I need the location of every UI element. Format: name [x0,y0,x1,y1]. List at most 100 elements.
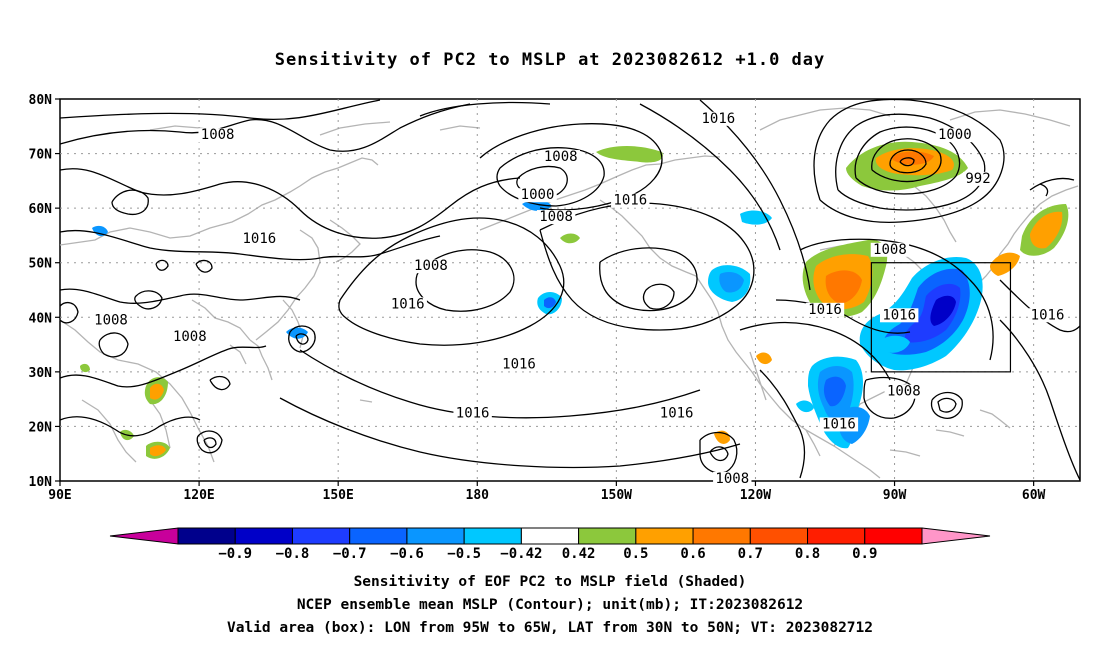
contour-label-bg [879,308,919,323]
shade-negative-us-west-inner [719,272,744,293]
caption-shaded: Sensitivity of EOF PC2 to MSLP field (Sh… [353,574,747,590]
colorbar-min-extension [109,527,179,545]
contour-label-bg [91,313,131,328]
contour-label: 1016 [702,111,736,127]
shade-positive-indochina-inner [150,445,166,457]
lon-tick-label: 150E [323,488,354,503]
colorbar-swatch [635,527,694,545]
lat-tick-label: 30N [29,366,53,381]
shade-negative-gulf-core [823,376,846,407]
lon-tick-label: 180 [466,488,490,503]
lat-tick-label: 50N [29,257,53,272]
shade-positive-baja [756,352,772,365]
contour-label-bg [453,406,492,421]
contour-label: 1008 [544,149,578,165]
shade-negative-mexico [796,400,814,413]
contour-label-bg [884,384,924,399]
caption-contour: NCEP ensemble mean MSLP (Contour); unit(… [296,597,804,613]
contour-label-bg [713,472,752,486]
contour-label-bg [536,210,576,225]
shade-negative-us-east-core [930,295,956,326]
lon-tick-label: 120W [740,488,771,503]
colorbar-swatch [520,527,580,545]
shade-positive-greenland-core [891,151,934,165]
contour-label: 1016 [391,296,425,312]
colorbar-swatch [177,527,236,545]
lat-tick-label: 20N [29,420,53,435]
lat-lon-gridlines [60,99,1080,481]
contour-label-bg [499,357,539,372]
contour-label-bg [699,111,738,126]
contour-label: 1016 [456,406,490,422]
valid-area-box [870,262,1012,373]
lat-tick-label: 40N [29,311,53,326]
colorbar-swatch [406,527,465,545]
colorbar-label: 0.8 [795,546,820,562]
colorbar-swatch [578,527,637,545]
contour-label: 1016 [243,231,277,247]
shade-negative-central-pacific-inner [544,297,556,309]
lon-tick-label: 120E [183,488,214,503]
contour-label: 1016 [822,416,856,432]
contour-label: 1008 [887,384,921,400]
contour-label-bg [388,297,427,312]
colorbar-label: 0.7 [738,546,763,562]
shade-positive-aleutian [596,146,663,163]
longitude-axis-labels: 90E 120E 150E 180 150W 120W 90W 60W [48,481,1046,503]
contour-label-bg [518,188,557,203]
shade-positive-labrador-sea-inner [1030,211,1063,249]
contour-label: 1008 [173,329,207,345]
contour-label: 1000 [521,187,555,203]
contour-label-bg [240,231,279,246]
lon-tick-label: 150W [601,488,632,503]
lat-tick-label: 80N [29,93,53,108]
contour-label-bg [170,330,210,345]
shade-positive-pacific [560,233,580,244]
contour-label: 1008 [715,471,749,487]
colorbar-label: −0.9 [218,546,252,562]
contour-label: 1016 [660,406,694,422]
lon-tick-label: 90E [48,488,71,503]
colorbar-max-extension [921,527,991,545]
shade-positive-india [80,363,90,373]
contour-label: 1008 [414,258,448,274]
contour-label: 1008 [539,209,573,225]
lon-tick-label: 90W [883,488,907,503]
colorbar-swatch [807,527,866,545]
colorbar-label: 0.42 [562,546,596,562]
shade-positive-north-atlantic [990,252,1020,276]
contour-label-bg [541,150,580,165]
colorbar-swatch [291,527,351,545]
contour-label-bg [611,193,650,208]
contour-label: 1016 [882,307,916,323]
contour-label-bg [805,302,845,317]
colorbar-label: −0.8 [276,546,310,562]
contour-label: 1016 [613,193,647,209]
lat-tick-label: 70N [29,148,53,163]
colorbar-label: 0.5 [623,546,648,562]
contour-label-bg [657,406,696,421]
colorbar-legend: −0.9 −0.8 −0.7 −0.6 −0.5 −0.42 0.42 0.5 0.6 0.7 0.… [109,527,991,562]
contour-labels: 1008 1016 1008 1008 1016 1008 1008 1000 1008 1016… [91,111,1067,487]
contour-label-bg [1028,308,1067,323]
contour-label: 1008 [201,127,235,143]
colorbar-swatch [864,527,923,545]
contour-label-bg [870,242,910,257]
colorbar-label: −0.7 [333,546,367,562]
contour-label: 1008 [94,313,128,329]
contour-label-bg [198,128,237,143]
contour-label: 1000 [938,127,972,143]
contour-label-bg [819,417,859,432]
contour-label-bg [411,259,451,274]
shade-negative-us-central [880,335,910,353]
contour-label: 1016 [502,356,536,372]
colorbar-label: −0.42 [500,546,542,562]
lon-tick-label: 60W [1022,488,1046,503]
colorbar-swatch [234,527,293,545]
contour-label: 1008 [873,242,907,258]
colorbar-label: −0.5 [447,546,481,562]
colorbar-swatch [749,527,809,545]
plot-title: Sensitivity of PC2 to MSLP at 2023082612… [274,50,826,70]
contour-label: 992 [965,171,990,187]
